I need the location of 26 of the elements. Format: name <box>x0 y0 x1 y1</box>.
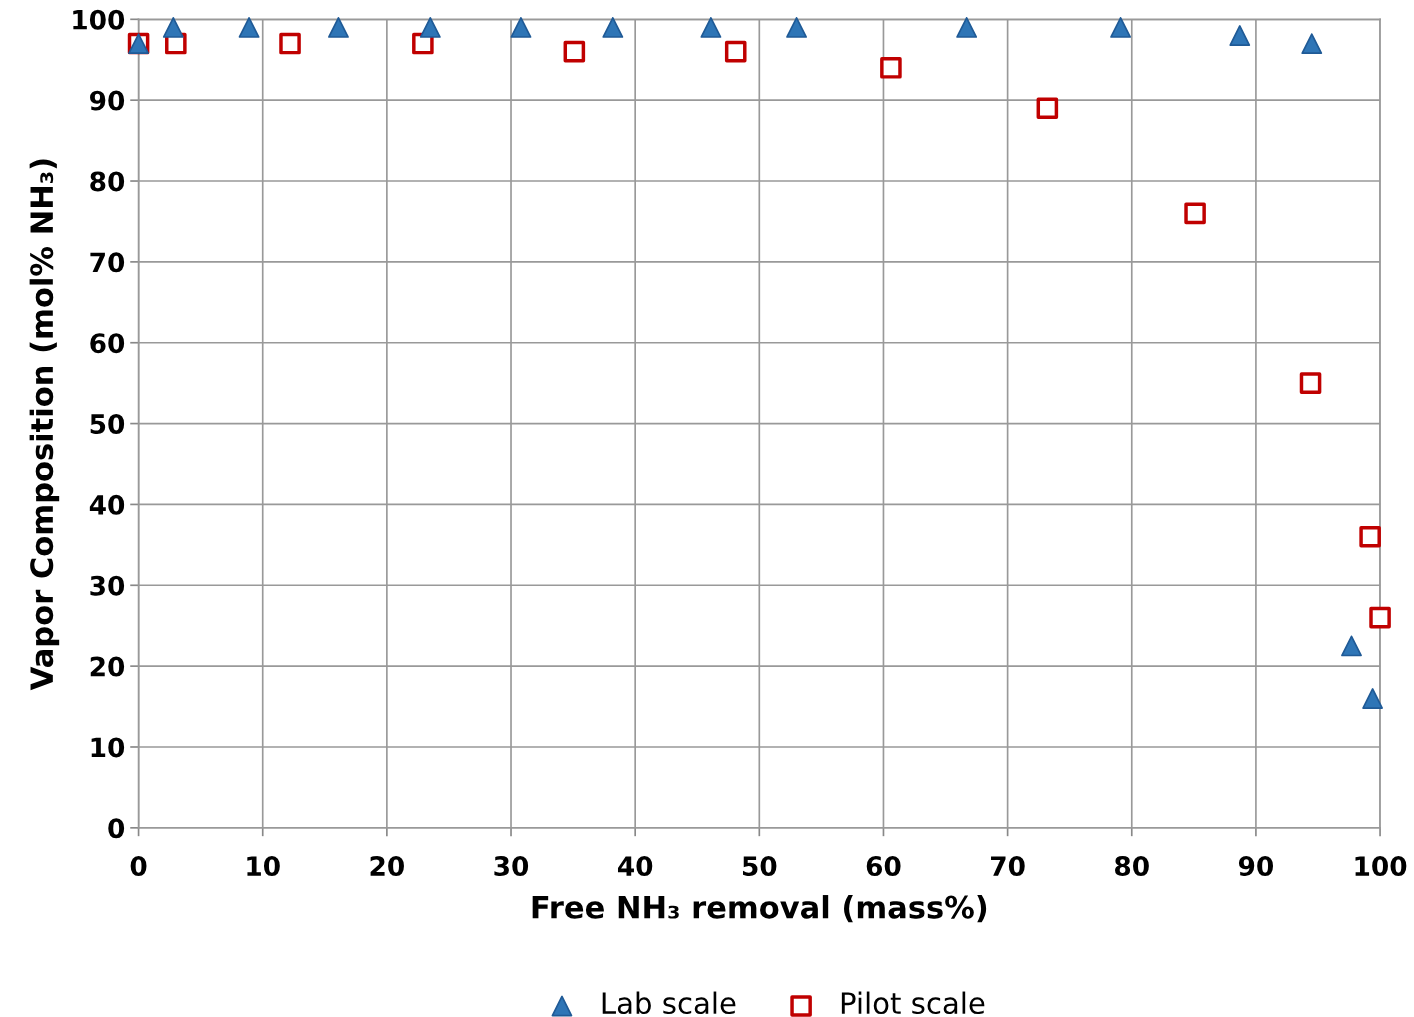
x-tick-label: 80 <box>1115 856 1149 877</box>
x-tick-label: 70 <box>991 856 1025 877</box>
x-tick-label: 90 <box>1238 856 1274 877</box>
x-tick-label: 30 <box>494 856 529 877</box>
y-tick-label: 100 <box>73 9 125 30</box>
x-tick-label: 0 <box>130 856 147 877</box>
y-tick-label: 50 <box>90 414 125 434</box>
y-tick-label: 70 <box>90 252 125 273</box>
legend-label: Lab scale <box>602 991 736 1015</box>
x-tick-label: 20 <box>370 856 404 877</box>
y-tick-label: 20 <box>90 656 125 677</box>
y-tick-label: 30 <box>90 575 125 596</box>
y-tick-label: 40 <box>89 494 125 515</box>
y-tick-label: 0 <box>108 818 125 839</box>
x-tick-label: 100 <box>1355 856 1407 877</box>
x-tick-label: 40 <box>618 856 653 877</box>
y-axis-title: Vapor Composition (mol% NH₃) <box>29 159 60 691</box>
y-tick-label: 10 <box>91 737 125 758</box>
legend-label: Pilot scale <box>841 991 985 1015</box>
y-tick-label: 80 <box>90 171 125 192</box>
x-tick-label: 50 <box>742 856 777 877</box>
x-tick-label: 10 <box>247 856 280 877</box>
x-axis-title: Free NH₃ removal (mass%) <box>532 895 987 923</box>
x-tick-label: 60 <box>866 856 901 877</box>
y-tick-label: 90 <box>90 90 125 111</box>
y-tick-label: 60 <box>90 333 125 354</box>
